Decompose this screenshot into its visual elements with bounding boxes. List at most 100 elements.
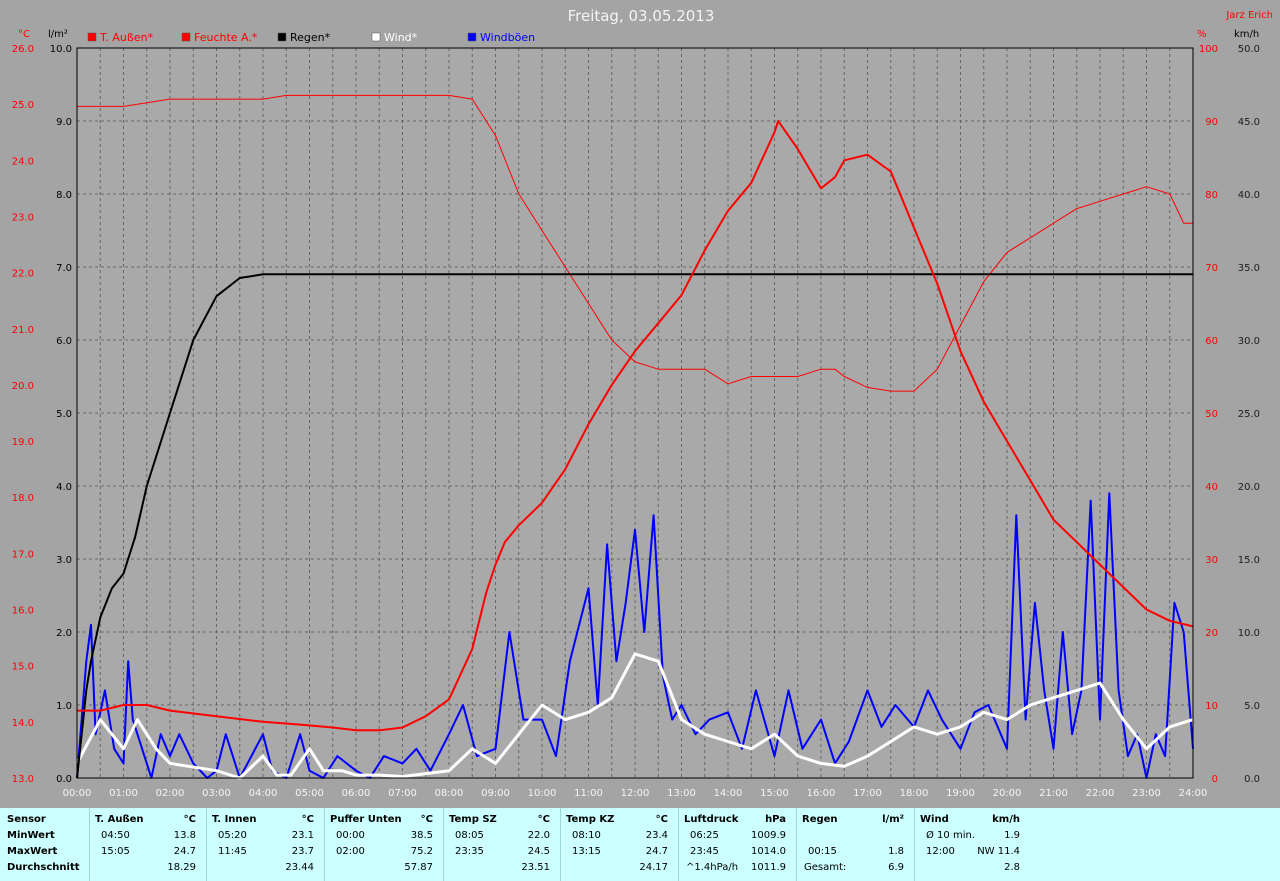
x-tick-label: 19:00 xyxy=(946,788,975,799)
stats-col-unit: °C xyxy=(420,814,433,825)
wind-tick-label: 25.0 xyxy=(1238,409,1260,420)
stats-min-time: 08:10 xyxy=(572,830,601,841)
wind-series xyxy=(75,652,1194,780)
x-tick-label: 09:00 xyxy=(481,788,510,799)
stats-row-label: Durchschnitt xyxy=(7,862,80,873)
humidity-tick-label: 90 xyxy=(1205,117,1218,128)
stats-min-time: 06:25 xyxy=(690,830,719,841)
stats-row-label: MinWert xyxy=(7,830,55,841)
stats-min-value: 38.5 xyxy=(410,830,433,841)
x-tick-label: 20:00 xyxy=(993,788,1022,799)
wind-tick-label: 45.0 xyxy=(1238,117,1260,128)
humidity-tick-label: 100 xyxy=(1199,44,1218,55)
humidity-tick-label: 40 xyxy=(1205,482,1218,493)
stats-max-value: 24.7 xyxy=(645,846,668,857)
stats-avg-value: 23.44 xyxy=(285,862,314,873)
chart-canvas: Freitag, 03.05.2013 Jarz Erich °C l/m²% km/h… xyxy=(12,7,1273,799)
x-tick-label: 17:00 xyxy=(853,788,882,799)
stats-min-time: 04:50 xyxy=(101,830,130,841)
x-tick-label: 15:00 xyxy=(760,788,789,799)
humidity-tick-label: 20 xyxy=(1205,628,1218,639)
x-tick-label: 04:00 xyxy=(249,788,278,799)
stats-col-unit: hPa xyxy=(765,814,786,825)
x-tick-label: 22:00 xyxy=(1086,788,1115,799)
stats-max-time: 02:00 xyxy=(336,846,365,857)
x-tick-label: 08:00 xyxy=(435,788,464,799)
stats-min-value: 23.1 xyxy=(291,830,314,841)
x-tick-label: 07:00 xyxy=(388,788,417,799)
axis-unit-wind: km/h xyxy=(1234,29,1259,40)
temp-tick-label: 24.0 xyxy=(12,156,34,167)
stats-min-value: 22.0 xyxy=(527,830,550,841)
wind-tick-label: 20.0 xyxy=(1238,482,1260,493)
wind-tick-label: 0.0 xyxy=(1244,774,1260,785)
temp-tick-label: 22.0 xyxy=(12,269,34,280)
wind-tick-label: 5.0 xyxy=(1244,701,1260,712)
temp-tick-label: 14.0 xyxy=(12,718,34,729)
stats-col-title: Temp SZ xyxy=(449,814,497,825)
wind-tick-label: 30.0 xyxy=(1238,336,1260,347)
legend-swatch xyxy=(467,32,477,42)
axis-unit-temp: °C xyxy=(18,29,30,40)
rain-tick-label: 4.0 xyxy=(56,482,72,493)
stats-col-title: T. Außen xyxy=(95,814,144,825)
stats-col-title: T. Innen xyxy=(212,814,257,825)
stats-min-value: 13.8 xyxy=(173,830,196,841)
stats-row-label: Sensor xyxy=(7,814,46,825)
temp-tick-label: 16.0 xyxy=(12,606,34,617)
temp-tick-label: 18.0 xyxy=(12,493,34,504)
stats-column-divider xyxy=(678,808,679,881)
humidity-tick-label: 30 xyxy=(1205,555,1218,566)
plot-frame xyxy=(76,47,1194,779)
x-tick-label: 05:00 xyxy=(295,788,324,799)
humidity-tick-label: 70 xyxy=(1205,263,1218,274)
stats-col-title: Temp KZ xyxy=(566,814,615,825)
stats-max-value: 1014.0 xyxy=(751,846,786,857)
legend-swatch xyxy=(87,32,97,42)
stats-min-time: 08:05 xyxy=(455,830,484,841)
rain-series xyxy=(76,273,1193,779)
axis-unit-rain: l/m² xyxy=(48,29,68,40)
rain-tick-label: 2.0 xyxy=(56,628,72,639)
stats-column-divider xyxy=(443,808,444,881)
rain-tick-label: 6.0 xyxy=(56,336,72,347)
temp-tick-label: 17.0 xyxy=(12,549,34,560)
wind-tick-label: 50.0 xyxy=(1238,44,1260,55)
stats-column-divider xyxy=(89,808,90,881)
stats-max-value: 1.8 xyxy=(888,846,904,857)
rain-tick-label: 9.0 xyxy=(56,117,72,128)
stats-min-time: 00:00 xyxy=(336,830,365,841)
x-tick-label: 14:00 xyxy=(714,788,743,799)
stats-avg-value: 57.87 xyxy=(404,862,433,873)
rain-tick-label: 3.0 xyxy=(56,555,72,566)
legend-swatch xyxy=(371,32,381,42)
stats-max-time: 13:15 xyxy=(572,846,601,857)
legend-swatch xyxy=(181,32,191,42)
stats-column-divider xyxy=(914,808,915,881)
stats-avg-value: 18.29 xyxy=(167,862,196,873)
stats-col-unit: °C xyxy=(655,814,668,825)
x-tick-label: 13:00 xyxy=(667,788,696,799)
humidity-tick-label: 50 xyxy=(1205,409,1218,420)
x-tick-label: 21:00 xyxy=(1039,788,1068,799)
legend-label: Wind* xyxy=(384,31,418,44)
stats-max-time: 11:45 xyxy=(218,846,247,857)
stats-col-unit: °C xyxy=(537,814,550,825)
x-tick-label: 12:00 xyxy=(621,788,650,799)
stats-max-value: 23.7 xyxy=(291,846,314,857)
x-tick-label: 24:00 xyxy=(1179,788,1208,799)
wind-tick-label: 40.0 xyxy=(1238,190,1260,201)
stats-max-time: 23:45 xyxy=(690,846,719,857)
stats-column-divider xyxy=(796,808,797,881)
temp-tick-label: 19.0 xyxy=(12,437,34,448)
temp-tick-label: 13.0 xyxy=(12,774,34,785)
stats-min-value: 23.4 xyxy=(645,830,668,841)
legend-label: Regen* xyxy=(290,31,331,44)
stats-avg-note: Gesamt: xyxy=(804,862,847,873)
stats-max-value: 75.2 xyxy=(410,846,433,857)
stats-panel: Sensor MinWert MaxWert Durchschnitt T. Außen… xyxy=(0,808,1280,881)
x-tick-label: 23:00 xyxy=(1132,788,1161,799)
temp-tick-label: 20.0 xyxy=(12,381,34,392)
wind-tick-label: 15.0 xyxy=(1238,555,1260,566)
stats-min-time: Ø 10 min. xyxy=(926,830,975,841)
